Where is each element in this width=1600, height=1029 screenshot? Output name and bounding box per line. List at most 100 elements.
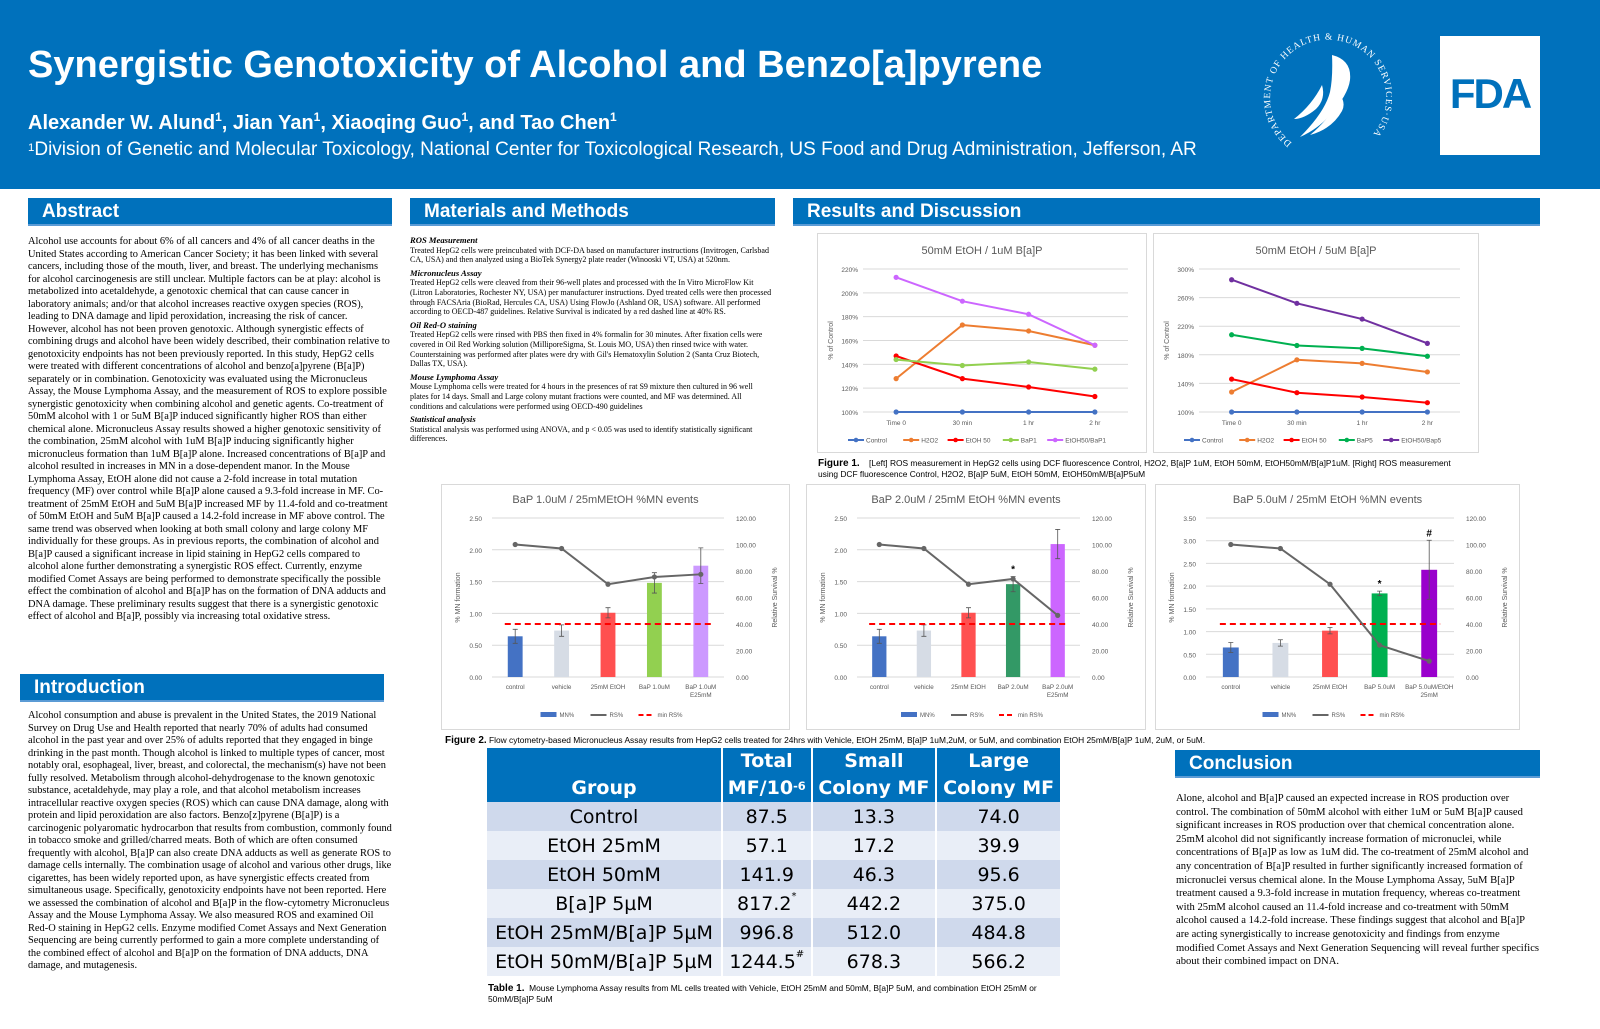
data-point	[893, 353, 899, 359]
author-affil-sup: 1	[313, 110, 321, 124]
x-tick-label: 1 hr	[1357, 420, 1369, 427]
fda-logo: FDA	[1440, 36, 1540, 155]
cell-total: 87.5	[722, 802, 813, 831]
affil-sup: 1	[28, 142, 35, 154]
x-tick-label: control	[870, 684, 889, 691]
total-value: 141.9	[739, 863, 794, 886]
author: Jian Yan	[232, 112, 314, 134]
ros-chart-2: 50mM EtOH / 5uM B[a]P 100% 140% 180% 220% 260…	[1153, 233, 1479, 453]
data-point	[959, 409, 965, 415]
rs-point	[698, 571, 704, 577]
legend-label: EtOH50/BaP1	[1065, 438, 1106, 445]
y-tick-label: 260%	[1177, 296, 1194, 303]
y-tick-label: 2.50	[469, 516, 482, 523]
y-tick-label: 1.50	[469, 580, 482, 587]
y2-tick-label: 20.00	[736, 649, 753, 656]
y2-tick-label: 0.00	[1466, 675, 1479, 682]
header-text: Colony MF	[818, 777, 930, 799]
svg-text:DEPARTMENT OF HEALTH & HUMAN S: DEPARTMENT OF HEALTH & HUMAN SERVICES·US…	[1263, 33, 1392, 149]
methods-subheading: Mouse Lymphoma Assay	[410, 371, 499, 382]
section-heading-conclusion: Conclusion	[1175, 750, 1540, 778]
x-tick-label: 25mM EtOH	[591, 684, 626, 691]
rs-point	[605, 581, 611, 587]
y2-tick-label: 100.00	[1092, 543, 1112, 550]
table-1-label: Table 1.	[488, 983, 525, 994]
bar	[872, 636, 887, 677]
significance-mark: *	[1378, 579, 1382, 590]
legend-swatch	[901, 712, 917, 717]
author-list: Alexander W. Alund1, Jian Yan1, Xiaoqing…	[28, 110, 617, 134]
y2-tick-label: 40.00	[736, 622, 753, 629]
y-tick-label: 2.50	[1183, 561, 1196, 568]
legend-marker	[1289, 437, 1294, 443]
x-tick-label: BaP 5.0uM/EtOH 25mM	[1405, 684, 1454, 699]
error-bar	[876, 628, 882, 644]
data-point	[1026, 328, 1032, 334]
series-line-H2O2	[1231, 358, 1428, 393]
error-bar	[1377, 590, 1383, 597]
y-tick-label: 0.00	[834, 675, 847, 682]
cell-small: 678.3	[811, 947, 938, 976]
cell-large: 74.0	[936, 802, 1062, 831]
y-tick-label: 200%	[841, 291, 858, 298]
y2-axis-label: Relative Survival %	[1128, 567, 1135, 627]
mn-chart-1: BaP 1.0uM / 25mMEtOH %MN events 0.00 0.50 1…	[441, 484, 790, 730]
y-tick-label: 0.50	[834, 643, 847, 650]
data-point	[893, 356, 899, 363]
x-tick-label: BaP 2.0uM	[998, 684, 1029, 691]
methods-subheading: ROS Measurement	[410, 235, 478, 245]
x-tick-label: 2 hr	[1422, 420, 1434, 427]
table-row: EtOH 25mM/B[a]P 5µM 996.8 512.0 484.8	[487, 918, 1062, 947]
ros-chart-1: 50mM EtOH / 1uM B[a]P 100% 120% 140% 160% 180…	[817, 233, 1147, 453]
x-tick-label: vehicle	[1271, 684, 1291, 691]
y-tick-label: 180%	[841, 315, 858, 322]
legend-swatch	[540, 712, 557, 717]
methods-paragraph: Treated HepG2 cells were rinsed with PBS…	[410, 330, 763, 369]
x-tick-label: 25mM EtOH	[951, 684, 986, 691]
legend-label: RS%	[970, 713, 984, 719]
bar	[554, 630, 570, 677]
methods-paragraph: Treated HepG2 cells were preincubated wi…	[410, 245, 769, 265]
y2-tick-label: 80.00	[1466, 569, 1483, 576]
series-line-EtOH50/Bap5	[1231, 278, 1428, 345]
rs-point	[1055, 612, 1061, 618]
y-tick-label: 0.50	[1183, 652, 1196, 659]
col-header-total: Total MF/10-6	[722, 748, 813, 802]
significance-mark: #	[795, 948, 805, 960]
eagle-profile-icon	[1294, 55, 1351, 137]
error-bar	[698, 547, 704, 584]
col-header-large: Large Colony MF	[936, 748, 1062, 802]
poster-title: Synergistic Genotoxicity of Alcohol and …	[28, 44, 1043, 86]
y-tick-label: 2.50	[834, 516, 847, 523]
data-point	[1424, 353, 1430, 359]
legend-label: min RS%	[1018, 713, 1044, 719]
data-point	[1424, 400, 1430, 406]
rs-point	[651, 574, 657, 580]
y2-tick-label: 100.00	[1466, 543, 1486, 550]
y2-tick-label: 120.00	[1092, 516, 1112, 523]
y2-tick-label: 40.00	[1466, 622, 1483, 629]
data-point	[1359, 360, 1365, 366]
series-line-BaP5	[1231, 333, 1428, 358]
y-axis-label: % MN formation	[1169, 572, 1176, 622]
x-tick-label: control	[506, 684, 525, 691]
y-tick-label: 0.00	[469, 675, 482, 682]
poster-header: Synergistic Genotoxicity of Alcohol and …	[0, 0, 1600, 189]
legend-label: EtOH 50	[1302, 438, 1327, 445]
y-tick-label: 1.50	[1183, 607, 1196, 614]
error-bar	[1327, 627, 1333, 635]
legend-label: min RS%	[658, 713, 684, 719]
cell-small: 46.3	[811, 860, 938, 889]
legend-marker	[908, 437, 914, 443]
legend-marker	[853, 437, 859, 443]
x-tick-label: BaP 2.0uM E25mM	[1042, 684, 1073, 699]
chart-canvas: 50mM EtOH / 5uM B[a]P 100% 140% 180% 220% 260…	[1164, 245, 1460, 445]
data-point	[1092, 409, 1098, 415]
y-axis-label: % of Control	[1164, 321, 1171, 360]
cell-group: Control	[487, 802, 723, 831]
y-tick-label: 220%	[841, 267, 858, 274]
y-tick-label: 0.50	[469, 643, 482, 650]
section-heading-introduction: Introduction	[20, 674, 384, 702]
data-point	[1359, 345, 1365, 351]
figure-1-caption: Figure 1. [Left] ROS measurement in HepG…	[818, 458, 1458, 479]
